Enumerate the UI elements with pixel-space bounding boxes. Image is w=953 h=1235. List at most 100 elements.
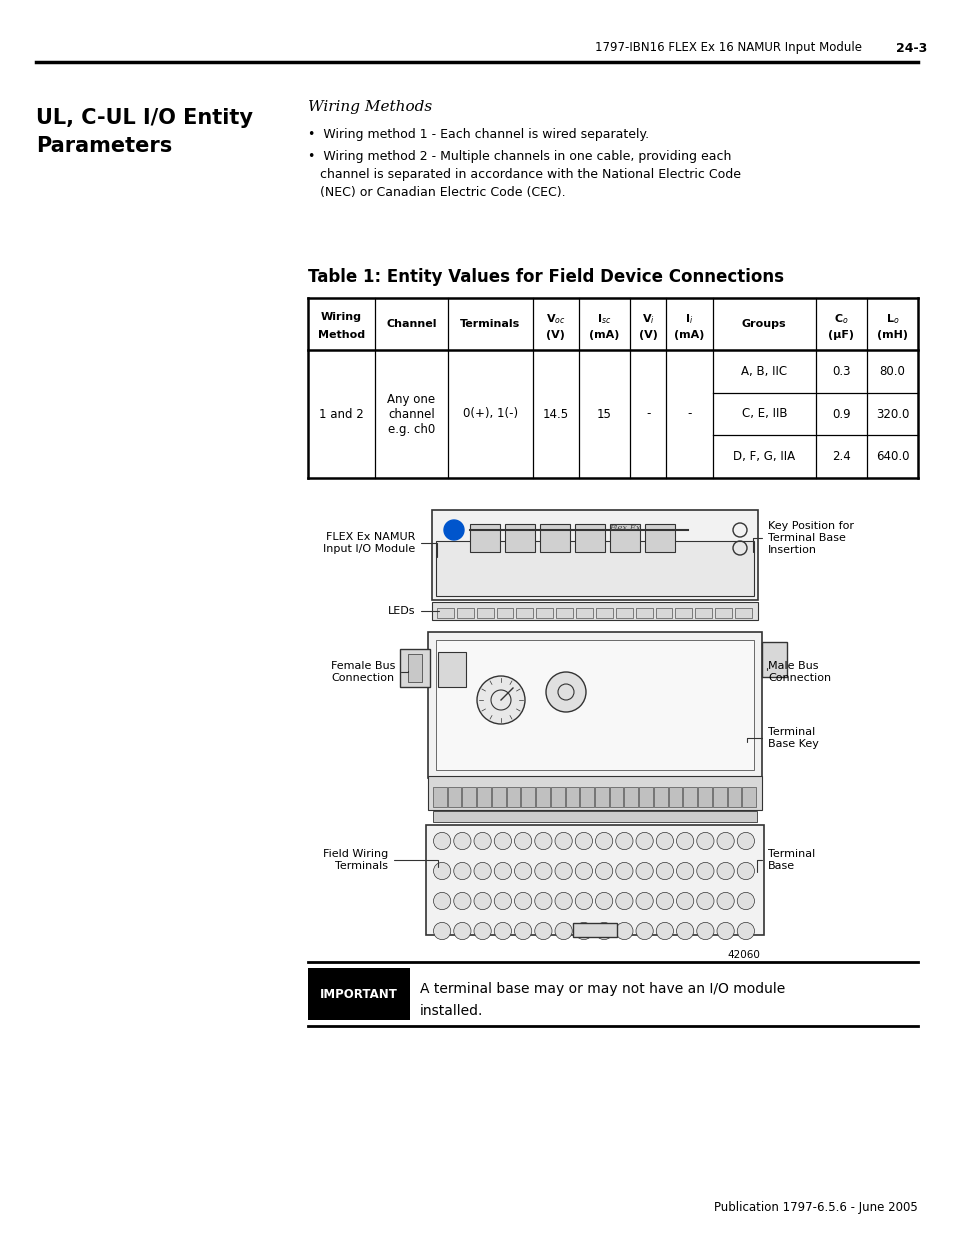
Circle shape — [615, 862, 633, 879]
Text: 0.9: 0.9 — [831, 408, 850, 420]
Circle shape — [433, 862, 450, 879]
Circle shape — [443, 520, 463, 540]
Text: Male Bus
Connection: Male Bus Connection — [767, 661, 830, 683]
Text: Terminals: Terminals — [459, 319, 519, 329]
Bar — [595, 787, 608, 806]
Bar — [476, 608, 493, 618]
Text: LEDs: LEDs — [387, 606, 415, 616]
Text: 0.3: 0.3 — [831, 364, 850, 378]
Bar — [516, 608, 533, 618]
Text: Key Position for
Terminal Base
Insertion: Key Position for Terminal Base Insertion — [767, 521, 853, 555]
Circle shape — [656, 832, 673, 850]
Bar — [428, 632, 761, 778]
Circle shape — [575, 923, 592, 940]
Bar — [462, 787, 476, 806]
Bar — [470, 524, 499, 552]
Bar — [573, 923, 617, 937]
Text: 1 and 2: 1 and 2 — [318, 408, 363, 420]
Text: UL, C-UL I/O Entity: UL, C-UL I/O Entity — [36, 107, 253, 128]
Circle shape — [615, 923, 633, 940]
Text: installed.: installed. — [419, 1004, 483, 1018]
Bar — [436, 640, 753, 769]
Bar — [668, 787, 681, 806]
Text: Publication 1797-6.5.6 - June 2005: Publication 1797-6.5.6 - June 2005 — [714, 1202, 917, 1214]
Circle shape — [555, 923, 572, 940]
Circle shape — [737, 832, 754, 850]
Bar — [712, 787, 726, 806]
Text: 640.0: 640.0 — [875, 451, 908, 463]
Bar — [576, 608, 593, 618]
Text: 1797-IBN16 FLEX Ex 16 NAMUR Input Module: 1797-IBN16 FLEX Ex 16 NAMUR Input Module — [595, 42, 862, 54]
Circle shape — [545, 672, 585, 713]
Bar — [433, 811, 757, 823]
Circle shape — [636, 832, 653, 850]
Bar — [596, 608, 612, 618]
Circle shape — [555, 832, 572, 850]
Circle shape — [717, 923, 734, 940]
Text: Groups: Groups — [741, 319, 786, 329]
Circle shape — [595, 862, 612, 879]
Circle shape — [476, 676, 524, 724]
Circle shape — [636, 923, 653, 940]
Text: Wiring: Wiring — [320, 312, 361, 322]
Circle shape — [717, 862, 734, 879]
Bar — [426, 825, 763, 935]
Text: 2.4: 2.4 — [831, 451, 850, 463]
Text: Female Bus
Connection: Female Bus Connection — [331, 661, 395, 683]
Text: Any one
channel
e.g. ch0: Any one channel e.g. ch0 — [387, 393, 435, 436]
Bar — [408, 655, 421, 682]
Bar — [447, 787, 461, 806]
Circle shape — [676, 862, 693, 879]
Text: (μF): (μF) — [827, 330, 854, 340]
Text: (V): (V) — [639, 330, 657, 340]
Bar — [536, 787, 549, 806]
Circle shape — [676, 893, 693, 910]
Bar — [735, 608, 751, 618]
Circle shape — [514, 862, 531, 879]
Circle shape — [737, 862, 754, 879]
Text: 14.5: 14.5 — [542, 408, 568, 420]
Bar — [539, 524, 569, 552]
Text: Channel: Channel — [386, 319, 436, 329]
Bar — [635, 608, 652, 618]
Text: C, E, IIB: C, E, IIB — [740, 408, 786, 420]
Circle shape — [636, 862, 653, 879]
Circle shape — [474, 893, 491, 910]
Bar — [536, 608, 553, 618]
Bar — [624, 787, 638, 806]
Circle shape — [494, 923, 511, 940]
Circle shape — [575, 832, 592, 850]
Circle shape — [555, 893, 572, 910]
Text: Parameters: Parameters — [36, 136, 172, 156]
Text: (NEC) or Canadian Electric Code (CEC).: (NEC) or Canadian Electric Code (CEC). — [308, 186, 565, 199]
Circle shape — [656, 923, 673, 940]
Text: Flex Ex: Flex Ex — [609, 524, 640, 532]
Text: 24-3: 24-3 — [895, 42, 926, 54]
Bar — [698, 787, 711, 806]
Bar — [433, 787, 446, 806]
Text: A, B, IIC: A, B, IIC — [740, 364, 786, 378]
Text: Wiring Methods: Wiring Methods — [308, 100, 432, 114]
Circle shape — [636, 893, 653, 910]
Text: Terminal
Base: Terminal Base — [767, 850, 815, 871]
Circle shape — [737, 923, 754, 940]
Bar — [492, 787, 505, 806]
Circle shape — [535, 862, 552, 879]
Bar — [437, 652, 465, 687]
Text: IMPORTANT: IMPORTANT — [319, 988, 397, 1000]
Circle shape — [474, 923, 491, 940]
Circle shape — [696, 862, 713, 879]
Circle shape — [514, 923, 531, 940]
Circle shape — [737, 893, 754, 910]
Text: V$_i$: V$_i$ — [641, 312, 654, 326]
Text: 320.0: 320.0 — [875, 408, 908, 420]
Circle shape — [474, 862, 491, 879]
Circle shape — [656, 862, 673, 879]
Circle shape — [535, 832, 552, 850]
Text: 15: 15 — [597, 408, 611, 420]
Bar — [655, 608, 672, 618]
Text: Terminal
Base Key: Terminal Base Key — [767, 727, 818, 748]
Text: L$_o$: L$_o$ — [884, 312, 899, 326]
Circle shape — [433, 923, 450, 940]
Bar — [504, 524, 535, 552]
